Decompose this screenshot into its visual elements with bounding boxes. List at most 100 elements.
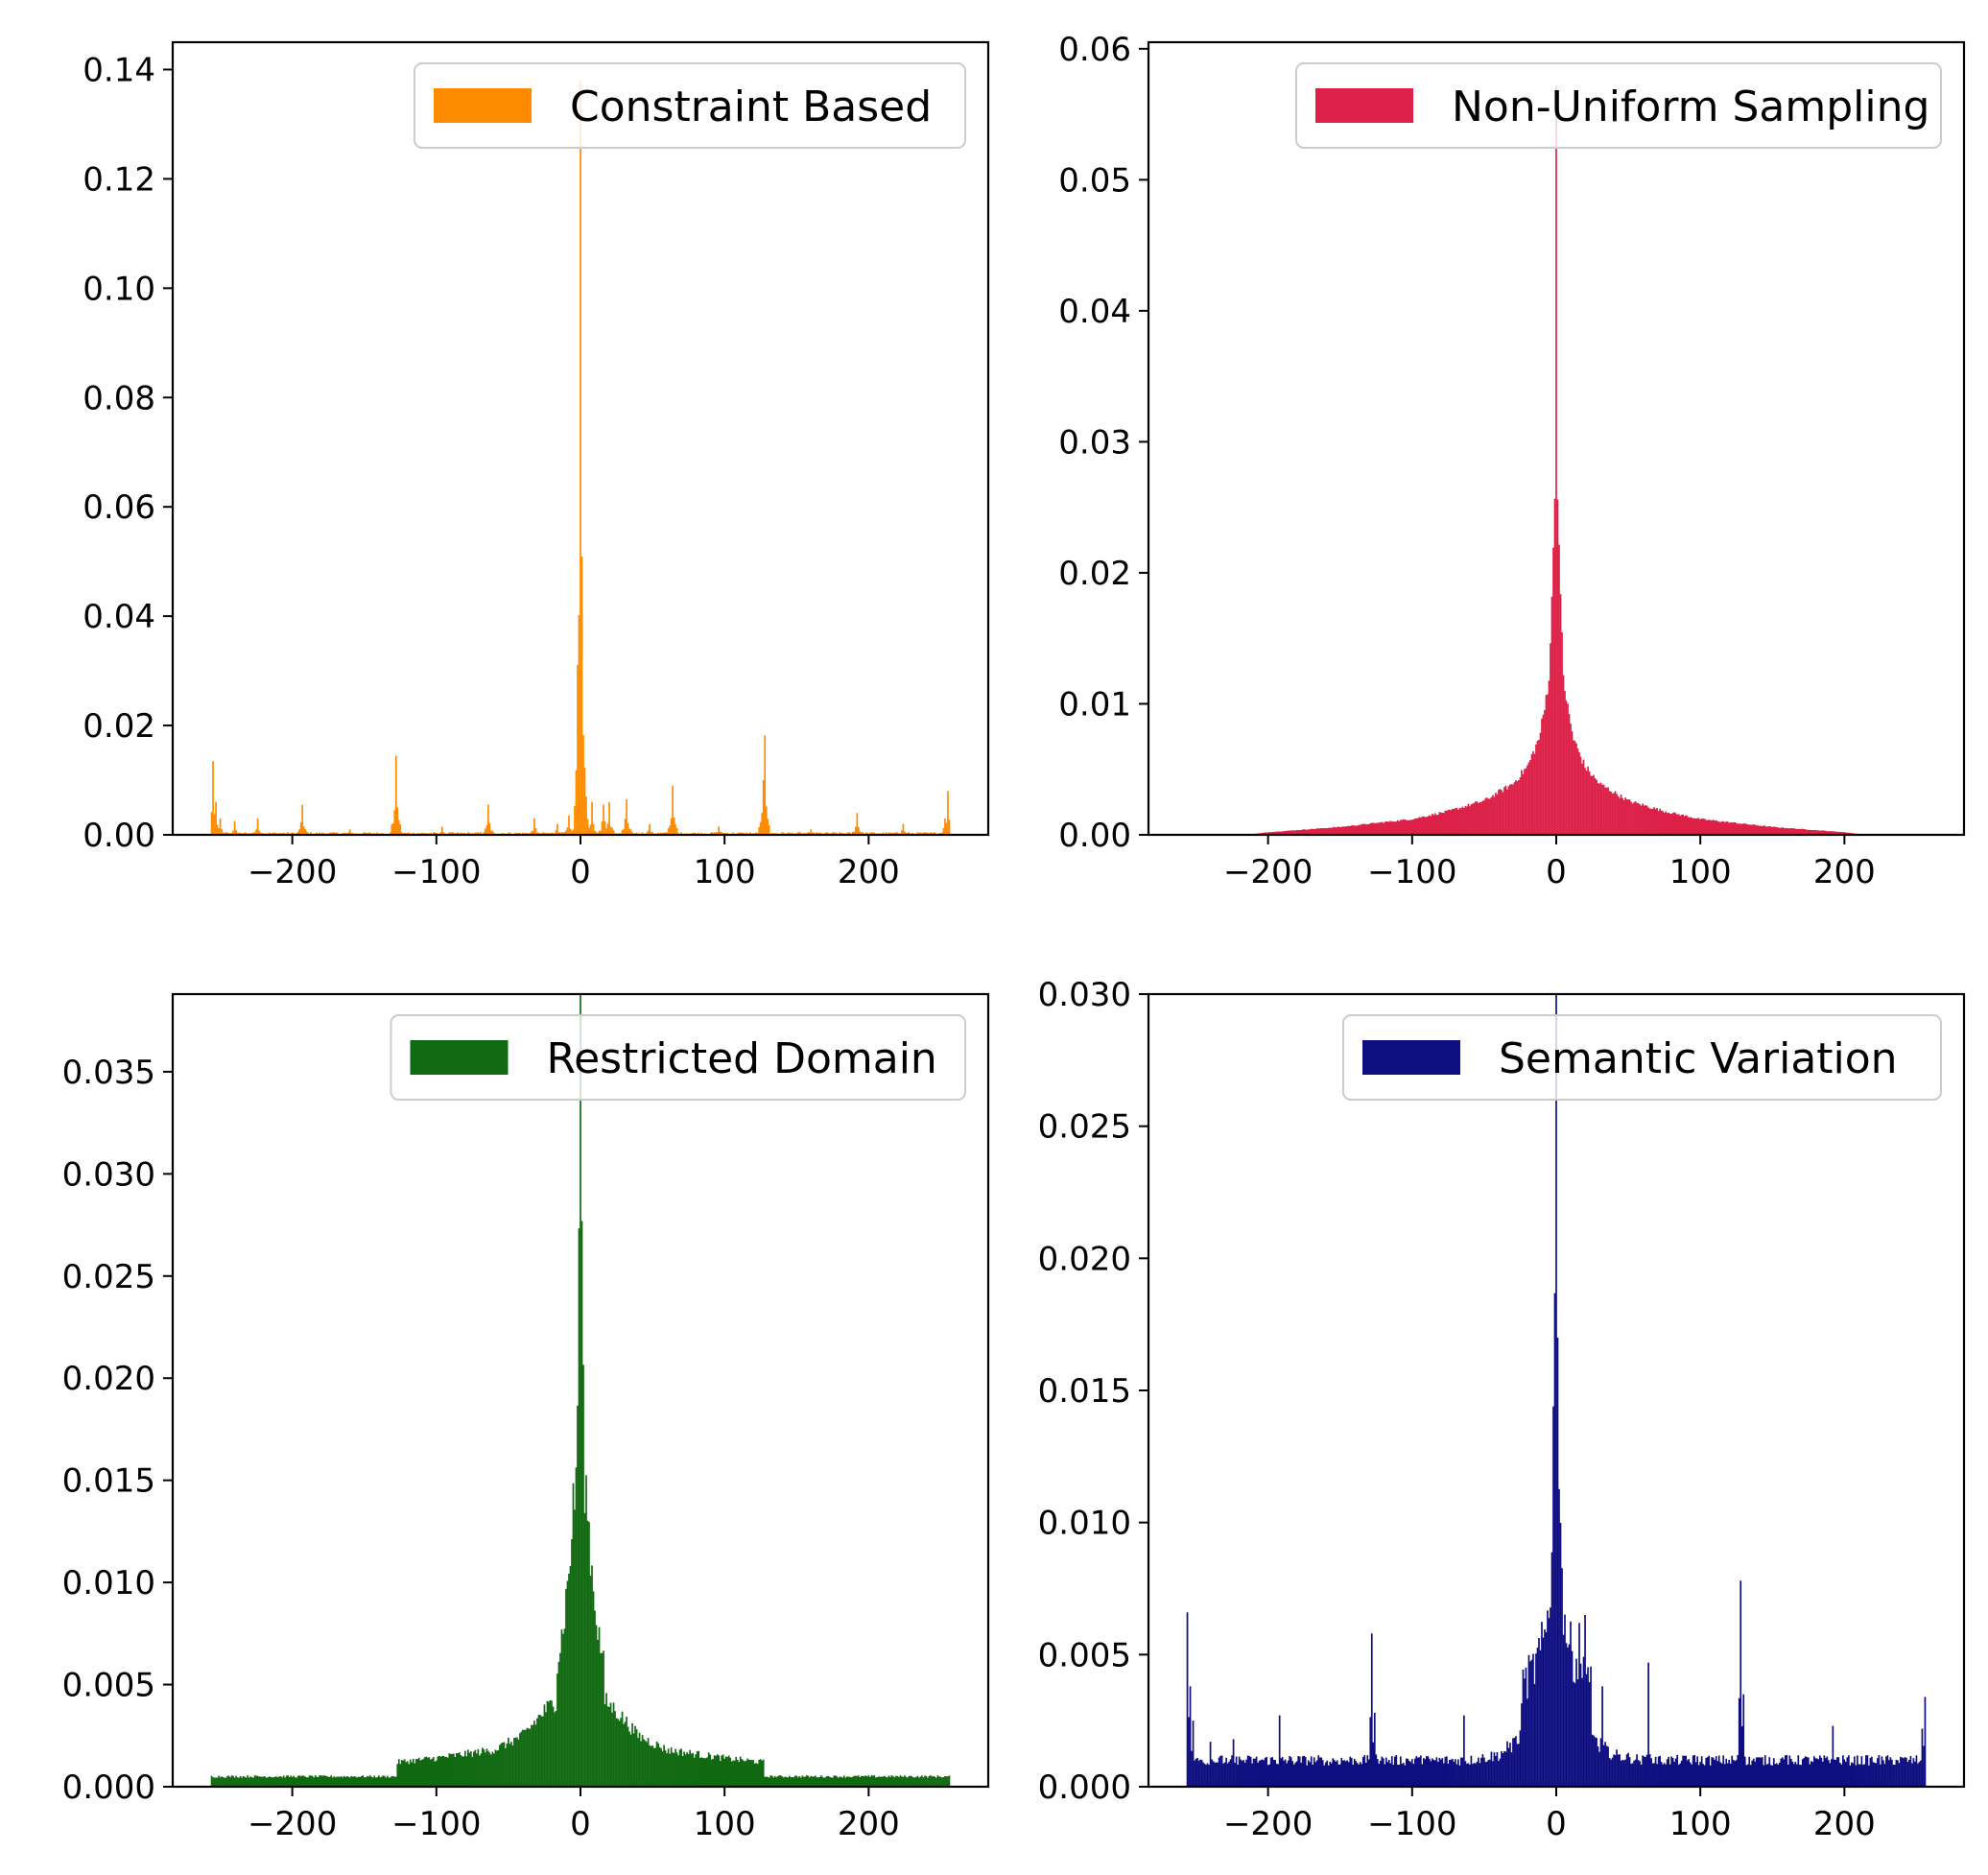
histogram-bar bbox=[927, 1777, 929, 1787]
histogram-bar bbox=[500, 1743, 503, 1787]
histogram-bar bbox=[1581, 1677, 1583, 1787]
histogram-bar bbox=[1393, 821, 1396, 835]
histogram-bar bbox=[1318, 1757, 1321, 1787]
histogram-bar bbox=[1421, 816, 1424, 835]
legend: Restricted Domain bbox=[390, 1014, 966, 1101]
histogram-bar bbox=[1642, 803, 1644, 835]
histogram-bar bbox=[1917, 1763, 1919, 1787]
histogram-bar bbox=[390, 1776, 393, 1787]
y-tick-label: 0.000 bbox=[62, 1768, 155, 1807]
histogram-bar bbox=[1518, 780, 1520, 835]
histogram-bar bbox=[1755, 1757, 1758, 1787]
histogram-bar bbox=[753, 1764, 756, 1787]
histogram-bar bbox=[1568, 1644, 1571, 1787]
histogram-bar bbox=[1513, 782, 1516, 835]
histogram-bar bbox=[1788, 828, 1791, 835]
histogram-bar bbox=[1671, 813, 1674, 835]
histogram-bar bbox=[1837, 1757, 1840, 1787]
histogram-bar bbox=[808, 832, 811, 835]
histogram-bar bbox=[1630, 1764, 1632, 1787]
histogram-bar bbox=[1731, 1755, 1734, 1787]
histogram-bar bbox=[660, 1748, 662, 1787]
y-tick-label: 0.035 bbox=[62, 1054, 155, 1092]
histogram-bar bbox=[1389, 820, 1392, 835]
histogram-bar bbox=[1425, 1756, 1428, 1787]
histogram-bar bbox=[680, 832, 682, 835]
histogram-bar bbox=[1716, 1761, 1719, 1787]
histogram-bar bbox=[1851, 1762, 1853, 1787]
histogram-bar bbox=[1538, 740, 1540, 835]
histogram-bar bbox=[1818, 830, 1821, 835]
histogram-bar bbox=[1758, 1757, 1761, 1787]
legend: Constraint Based bbox=[414, 62, 966, 149]
histogram-bar bbox=[664, 832, 667, 835]
histogram-bar bbox=[339, 1776, 342, 1787]
histogram-bar bbox=[473, 1751, 475, 1787]
histogram-bar bbox=[1298, 829, 1301, 835]
histogram-bar bbox=[850, 1777, 853, 1787]
histogram-bar bbox=[259, 1776, 262, 1787]
histogram-bar bbox=[1738, 1697, 1740, 1787]
histogram-bar bbox=[419, 1760, 422, 1787]
histogram-bar bbox=[1191, 1750, 1193, 1787]
histogram-bar bbox=[634, 1725, 636, 1787]
histogram-bar bbox=[499, 1744, 501, 1787]
histogram-bar bbox=[1410, 819, 1413, 835]
histogram-bar bbox=[1660, 810, 1663, 835]
histogram-bar bbox=[555, 1710, 557, 1787]
histogram-bar bbox=[1746, 1764, 1749, 1787]
histogram-bar bbox=[1708, 819, 1711, 835]
histogram-bar bbox=[1624, 1759, 1626, 1787]
histogram-bar bbox=[1257, 1762, 1259, 1787]
histogram-bar bbox=[1748, 824, 1751, 835]
histogram-bar bbox=[1370, 1633, 1373, 1787]
histogram-bar bbox=[919, 1776, 922, 1787]
histogram-bar bbox=[213, 1777, 216, 1787]
histogram-bar bbox=[324, 1775, 327, 1787]
histogram-bar bbox=[1550, 1552, 1553, 1787]
histogram-bar bbox=[506, 1743, 509, 1787]
histogram-bar bbox=[1309, 829, 1312, 835]
histogram-bar bbox=[862, 832, 864, 835]
histogram-bar bbox=[1835, 1757, 1838, 1787]
histogram-bar bbox=[304, 828, 307, 835]
histogram-bar bbox=[1582, 1656, 1585, 1787]
histogram-bar bbox=[799, 832, 802, 835]
histogram-bar bbox=[758, 1759, 761, 1787]
histogram-bar bbox=[1683, 816, 1686, 835]
histogram-bar bbox=[1269, 832, 1272, 835]
histogram-bar bbox=[218, 827, 220, 835]
histogram-bar bbox=[1575, 743, 1577, 835]
histogram-bar bbox=[1434, 1760, 1436, 1787]
histogram-bar bbox=[225, 832, 227, 835]
histogram-bar bbox=[1524, 1678, 1526, 1787]
histogram-bar bbox=[1772, 1758, 1775, 1787]
histogram-bar bbox=[1643, 1756, 1645, 1787]
histogram-bar bbox=[1809, 1764, 1811, 1787]
histogram-bar bbox=[1827, 1760, 1830, 1787]
histogram-bar bbox=[1673, 812, 1675, 835]
histogram-bar bbox=[1728, 1760, 1731, 1787]
histogram-bar bbox=[1662, 811, 1664, 835]
histogram-bar bbox=[767, 1776, 769, 1787]
histogram-bar bbox=[423, 1757, 426, 1787]
histogram-bar bbox=[428, 1757, 431, 1787]
histogram-bar bbox=[1254, 1758, 1256, 1787]
histogram-bar bbox=[1797, 1755, 1800, 1787]
histogram-bar bbox=[796, 1777, 799, 1787]
histogram-bar bbox=[592, 1591, 595, 1787]
histogram-bar bbox=[1578, 752, 1580, 835]
histogram-bar bbox=[1585, 1673, 1588, 1787]
histogram-bar bbox=[508, 1737, 509, 1787]
histogram-bar bbox=[1699, 819, 1702, 835]
histogram-bar bbox=[614, 1711, 616, 1787]
histogram-bar bbox=[1361, 823, 1364, 835]
histogram-bar bbox=[363, 1777, 366, 1787]
histogram-bar bbox=[1786, 827, 1788, 835]
histogram-bar bbox=[1806, 829, 1809, 835]
histogram-bar bbox=[1336, 826, 1338, 835]
histogram-bar bbox=[1843, 1759, 1846, 1787]
histogram-bar bbox=[468, 1752, 471, 1787]
histogram-bar bbox=[1358, 824, 1361, 835]
histogram-bar bbox=[1306, 829, 1309, 835]
